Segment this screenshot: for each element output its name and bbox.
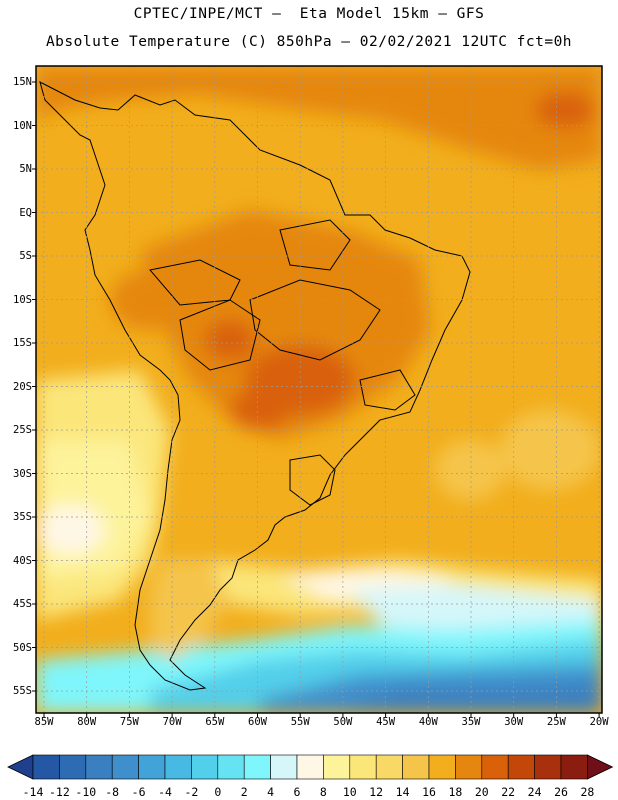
map-title: CPTEC/INPE/MCT – Eta Model 15km – GFS (133, 6, 485, 22)
colorbar-swatch (428, 754, 456, 780)
lat-label: 40S (13, 554, 32, 567)
colorbar-swatch (217, 754, 245, 780)
lat-label: 45S (13, 598, 32, 610)
colorbar-tick-label: 0 (214, 785, 222, 799)
colorbar-tick-label: 22 (501, 785, 516, 799)
colorbar-swatch (296, 754, 324, 780)
lat-label: 10S (13, 293, 32, 306)
colorbar-tick-label: -6 (131, 785, 146, 799)
lon-label: 50W (333, 716, 353, 728)
colorbar-swatch (270, 754, 298, 780)
lat-label: 10N (13, 119, 32, 132)
colorbar-swatch (243, 754, 271, 780)
colorbar (7, 754, 614, 780)
colorbar-right-arrow (587, 754, 614, 780)
colorbar-tick-label: 6 (293, 785, 301, 799)
lat-label: 25S (13, 424, 32, 436)
lon-label: 85W (34, 716, 54, 728)
colorbar-swatch (349, 754, 377, 780)
lon-label: 75W (119, 716, 139, 728)
colorbar-tick-label: 2 (240, 785, 248, 799)
colorbar-tick-label: 10 (342, 785, 357, 799)
lat-label: 55S (13, 685, 32, 697)
lat-label: 15S (13, 337, 32, 349)
colorbar-swatch (191, 754, 219, 780)
lon-label: 30W (504, 716, 524, 728)
colorbar-swatch (375, 754, 403, 780)
colorbar-tick-label: 16 (422, 785, 436, 799)
colorbar-tick-label: 4 (267, 785, 275, 799)
colorbar-tick-label: -2 (184, 785, 199, 799)
colorbar-swatch (323, 754, 351, 780)
colorbar-tick-label: 14 (395, 785, 410, 799)
colorbar-swatch (402, 754, 430, 780)
lon-label: 70W (162, 716, 182, 728)
colorbar-tick-label: 18 (448, 785, 463, 799)
colorbar-swatch (534, 754, 562, 780)
lon-label: 45W (376, 716, 396, 728)
lon-label: 65W (205, 716, 225, 728)
axis-ticks (32, 81, 600, 717)
temperature-field (36, 66, 602, 713)
colorbar-tick-label: 20 (474, 785, 489, 799)
lat-label: 15N (13, 76, 32, 88)
colorbar-tick-label: 24 (527, 785, 542, 799)
colorbar-left-arrow (7, 754, 34, 780)
colorbar-swatch (507, 754, 535, 780)
colorbar-tick-label: -12 (49, 785, 70, 799)
colorbar-tick-label: -8 (105, 785, 120, 799)
colorbar-swatch (85, 754, 113, 780)
colorbar-tick-label: -14 (22, 785, 44, 799)
colorbar-swatch (59, 754, 87, 780)
map-subtitle: Absolute Temperature (C) 850hPa – 02/02/… (45, 34, 573, 50)
lat-label: 20S (13, 380, 32, 393)
lat-label: 35S (13, 511, 32, 523)
lon-label: 25W (546, 716, 566, 728)
lat-label: EQ (19, 206, 32, 219)
lon-label: 35W (461, 716, 481, 728)
colorbar-swatch (164, 754, 192, 780)
graticule (36, 66, 602, 713)
lat-label: 50S (13, 641, 32, 654)
colorbar-swatch (32, 754, 60, 780)
lon-label: 55W (290, 716, 310, 728)
lat-label: 5N (19, 163, 32, 175)
map-frame (35, 65, 603, 714)
colorbar-swatch (560, 754, 588, 780)
lon-label: 60W (248, 716, 267, 728)
colorbar-tick-label: -4 (158, 785, 172, 799)
colorbar-swatch (481, 754, 509, 780)
colorbar-tick-label: 26 (554, 785, 568, 799)
lat-label: 30S (13, 467, 32, 480)
colorbar-swatch (455, 754, 483, 780)
lon-label: 80W (77, 716, 97, 728)
lat-label: 5S (19, 250, 32, 262)
colorbar-tick-label: -10 (75, 785, 97, 799)
lon-label: 20W (589, 716, 609, 728)
colorbar-tick-label: 28 (580, 785, 595, 799)
lon-label: 40W (418, 716, 438, 728)
colorbar-tick-label: 12 (369, 785, 384, 799)
colorbar-tick-label: 8 (319, 785, 327, 799)
colorbar-swatch (138, 754, 166, 780)
colorbar-swatch (111, 754, 139, 780)
